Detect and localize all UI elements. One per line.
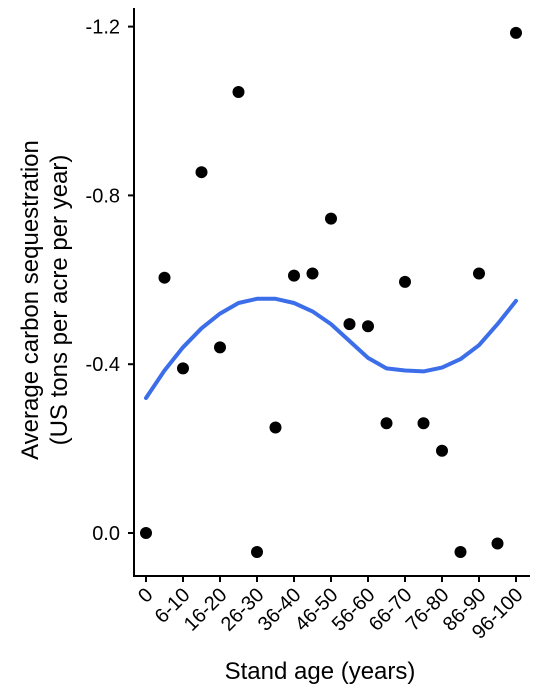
x-axis-ticks: 06-1016-2026-3036-4046-5056-6066-7076-80… [134,576,528,644]
y-tick-label: -0.8 [86,185,120,207]
data-point [380,417,393,430]
data-point [195,166,208,179]
data-point [473,267,485,280]
data-point [140,527,152,539]
scatter-points [140,26,522,558]
data-point [325,212,337,225]
y-axis-ticks: 0.0 -0.4 -0.8 -1.2 [86,17,134,545]
data-point [158,271,171,284]
y-tick-label: 0.0 [92,523,120,545]
data-point [491,537,504,550]
data-point [251,545,263,558]
data-point [269,421,282,434]
data-point [306,267,319,280]
data-point [510,26,522,39]
data-point [288,269,300,282]
y-tick-label: -1.2 [86,17,120,39]
trend-line [144,296,518,400]
data-point [417,417,430,430]
y-axis-title-line-1: Average carbon sequestration [17,140,44,460]
data-point [214,341,226,354]
data-point [362,320,374,333]
y-axis-title-line-2: (US tons per acre per year) [46,155,73,446]
data-point [343,318,356,331]
y-tick-label: -0.4 [86,354,120,376]
x-axis-title: Stand age (years) [225,658,416,685]
data-point [177,362,189,375]
data-point [436,444,448,457]
x-tick-label: 0 [134,584,157,607]
data-point [454,545,467,558]
data-point [399,275,411,288]
trend-line-layer [144,296,518,400]
data-point [232,86,245,99]
y-axis-title: Average carbon sequestration (US tons per… [17,140,73,460]
